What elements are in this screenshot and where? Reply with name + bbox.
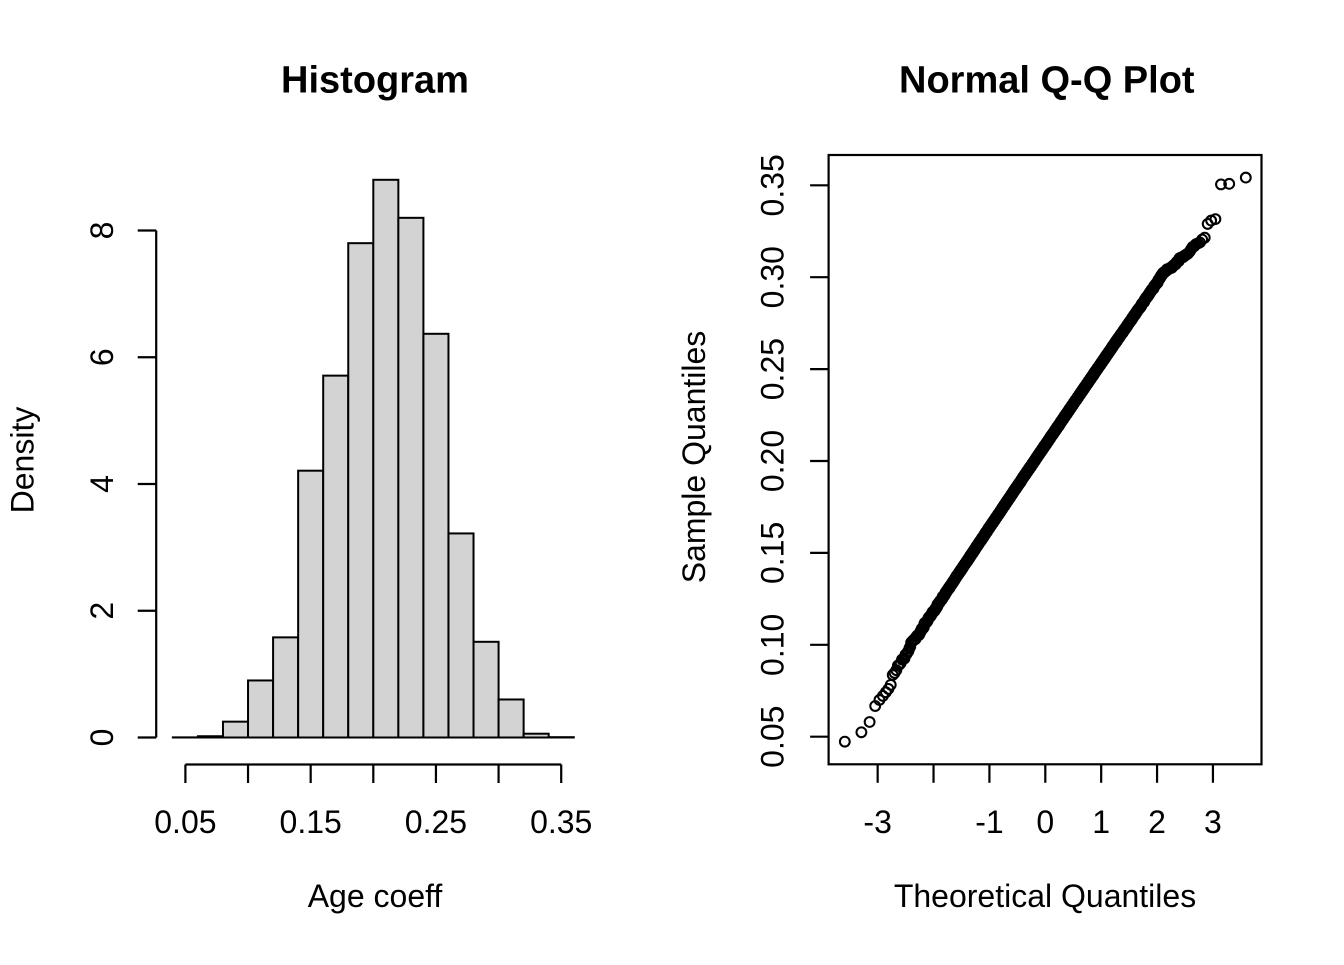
hist-bar <box>499 699 524 737</box>
x-tick-label: 0.25 <box>405 804 467 840</box>
hist-bar <box>348 243 373 737</box>
y-tick-label: 0.20 <box>755 430 791 492</box>
qq-point <box>1241 173 1251 183</box>
hist-bar <box>223 722 248 738</box>
y-tick-label: 0.15 <box>755 522 791 584</box>
histogram-bars <box>173 180 574 738</box>
x-tick-label: 0.05 <box>154 804 216 840</box>
histogram-x-axis: 0.05 0.15 0.25 0.35 <box>154 765 592 841</box>
x-tick-label: 0.15 <box>280 804 342 840</box>
y-tick-label: 0.10 <box>755 614 791 676</box>
y-tick-label: 0.05 <box>755 706 791 768</box>
y-tick-label: 0.30 <box>755 246 791 308</box>
hist-bar <box>298 471 323 738</box>
hist-bar <box>524 734 549 738</box>
qq-x-axis: -3 -1 0 1 2 3 <box>863 764 1221 840</box>
y-tick-label: 4 <box>84 475 120 493</box>
y-tick-label: 0.25 <box>755 338 791 400</box>
hist-bar <box>448 533 473 737</box>
qq-title: Normal Q-Q Plot <box>899 60 1195 102</box>
qq-points <box>840 173 1251 747</box>
y-tick-label: 2 <box>84 602 120 620</box>
qq-y-axis: 0.05 0.10 0.15 0.20 0.25 0.30 0.35 <box>755 154 829 768</box>
hist-bar <box>198 736 223 737</box>
histogram-y-axis: 0 2 4 6 8 <box>84 222 156 747</box>
hist-bar <box>273 637 298 737</box>
hist-bar <box>474 642 499 738</box>
hist-bar <box>373 180 398 738</box>
histogram-panel: Histogram 0.05 0.15 0.25 0.35 0 2 4 6 8 Age coe… <box>4 60 592 915</box>
qq-point <box>840 737 850 747</box>
hist-bar <box>423 334 448 738</box>
qq-ylabel: Sample Quantiles <box>676 331 712 584</box>
histogram-xlabel: Age coeff <box>308 878 443 914</box>
x-tick-label: -3 <box>863 804 891 840</box>
x-tick-label: 2 <box>1148 804 1166 840</box>
histogram-title: Histogram <box>281 60 469 102</box>
x-tick-label: 0.35 <box>530 804 592 840</box>
y-tick-label: 0 <box>84 729 120 747</box>
qq-point <box>856 727 866 737</box>
hist-bar <box>398 218 423 738</box>
x-tick-label: -1 <box>975 804 1003 840</box>
qq-panel: Normal Q-Q Plot -3 -1 0 1 2 3 0.05 0.10 0.15 0.2… <box>676 60 1262 915</box>
x-tick-label: 0 <box>1036 804 1054 840</box>
x-tick-label: 1 <box>1092 804 1110 840</box>
hist-bar <box>248 680 273 737</box>
histogram-ylabel: Density <box>4 407 40 514</box>
qq-xlabel: Theoretical Quantiles <box>894 878 1196 914</box>
y-tick-label: 6 <box>84 348 120 366</box>
y-tick-label: 0.35 <box>755 154 791 216</box>
y-tick-label: 8 <box>84 222 120 240</box>
hist-bar <box>323 376 348 738</box>
x-tick-label: 3 <box>1204 804 1222 840</box>
qq-point <box>865 717 875 727</box>
